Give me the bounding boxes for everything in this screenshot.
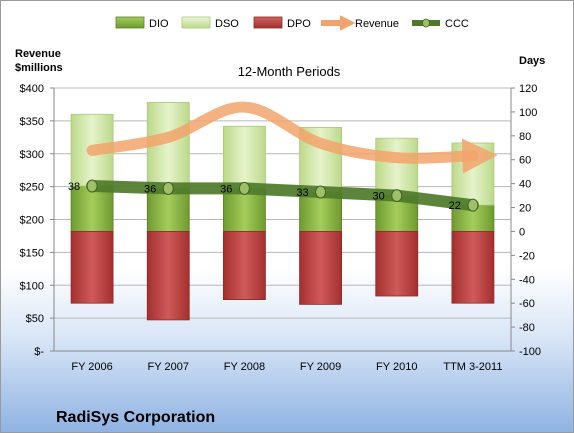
dso-bar: [223, 125, 266, 189]
dio-bar: [146, 188, 190, 232]
right-tick-label: 120: [519, 83, 537, 95]
right-tick-label: -80: [519, 322, 535, 334]
ccc-data-label: 30: [373, 191, 385, 203]
chart-title: 12-Month Periods: [238, 64, 341, 79]
ccc-series: 38 36 36 33 30 22: [68, 179, 479, 212]
x-tick-label: TTM 3-2011: [443, 361, 502, 373]
x-tick-label: FY 2009: [300, 361, 341, 373]
dpo-bar: [223, 231, 266, 300]
legend-label-revenue: Revenue: [355, 18, 399, 30]
x-tick-label: FY 2006: [71, 361, 112, 373]
left-tick-label: $200: [20, 215, 44, 227]
left-axis-label-line2: $millions: [15, 62, 63, 74]
left-axis: $- $50 $100 $150 $200 $250 $300 $350 $400: [20, 83, 55, 358]
left-tick-label: $150: [20, 247, 44, 259]
left-tick-label: $350: [20, 116, 44, 128]
ccc-data-label: 38: [68, 181, 80, 193]
dso-bar: [375, 137, 419, 196]
left-tick-label: $50: [26, 313, 44, 325]
dpo-bar: [375, 231, 419, 297]
legend-label-dso: DSO: [215, 18, 239, 30]
legend-label-ccc: CCC: [445, 18, 469, 30]
legend-swatch-ccc-point: [422, 18, 430, 28]
right-axis-label: Days: [519, 55, 545, 67]
dpo-bar: [451, 231, 495, 304]
right-tick-label: 20: [519, 203, 531, 215]
left-tick-label: $400: [20, 83, 44, 95]
right-tick-label: 40: [519, 179, 531, 191]
ccc-data-label: 36: [144, 183, 156, 195]
ccc-point: [391, 189, 403, 203]
dio-bar: [223, 188, 266, 232]
left-tick-label: $100: [20, 280, 44, 292]
right-tick-label: -40: [519, 274, 535, 286]
revenue-line: [86, 101, 498, 174]
right-tick-label: -60: [519, 298, 535, 310]
right-tick-label: 100: [519, 107, 537, 119]
left-tick-label: $250: [20, 182, 44, 194]
right-tick-label: 0: [519, 226, 525, 238]
dpo-bar: [70, 231, 114, 304]
right-tick-label: -20: [519, 250, 535, 262]
legend-swatch-dpo: [253, 16, 283, 29]
legend-label-dpo: DPO: [287, 18, 311, 30]
right-axis: -100 -80 -60 -40 -20 0 20 40 60 80 100 120: [54, 83, 541, 358]
right-tick-label: -100: [519, 346, 541, 358]
x-axis: FY 2006 FY 2007 FY 2008 FY 2009 FY 2010 TTM 3…: [71, 361, 502, 373]
x-tick-label: FY 2008: [224, 361, 265, 373]
dpo-bar: [146, 231, 190, 321]
dpo-bar: [299, 231, 342, 305]
ccc-data-label: 22: [449, 200, 461, 212]
ccc-data-label: 36: [220, 183, 232, 195]
revenue-series: [86, 101, 498, 174]
legend-swatch-dso: [181, 16, 211, 29]
x-tick-label: FY 2010: [376, 361, 417, 373]
ccc-point: [162, 181, 174, 195]
ccc-point: [238, 181, 250, 195]
ccc-point: [86, 179, 98, 193]
left-axis-label-line1: Revenue: [15, 48, 61, 60]
left-tick-label: $-: [34, 346, 44, 358]
legend-swatch-dio: [115, 16, 145, 29]
ccc-line: [86, 180, 479, 212]
legend-label-dio: DIO: [149, 18, 169, 30]
ccc-point: [467, 198, 479, 212]
right-tick-label: 80: [519, 131, 531, 143]
x-tick-label: FY 2007: [148, 361, 189, 373]
ccc-point: [315, 185, 327, 199]
legend: DIO DSO DPO Revenue CCC: [115, 15, 469, 31]
company-name: RadiSys Corporation: [56, 409, 215, 426]
right-tick-label: 60: [519, 155, 531, 167]
ccc-data-label: 33: [296, 187, 308, 199]
bars: [70, 101, 495, 321]
left-tick-label: $300: [20, 149, 44, 161]
